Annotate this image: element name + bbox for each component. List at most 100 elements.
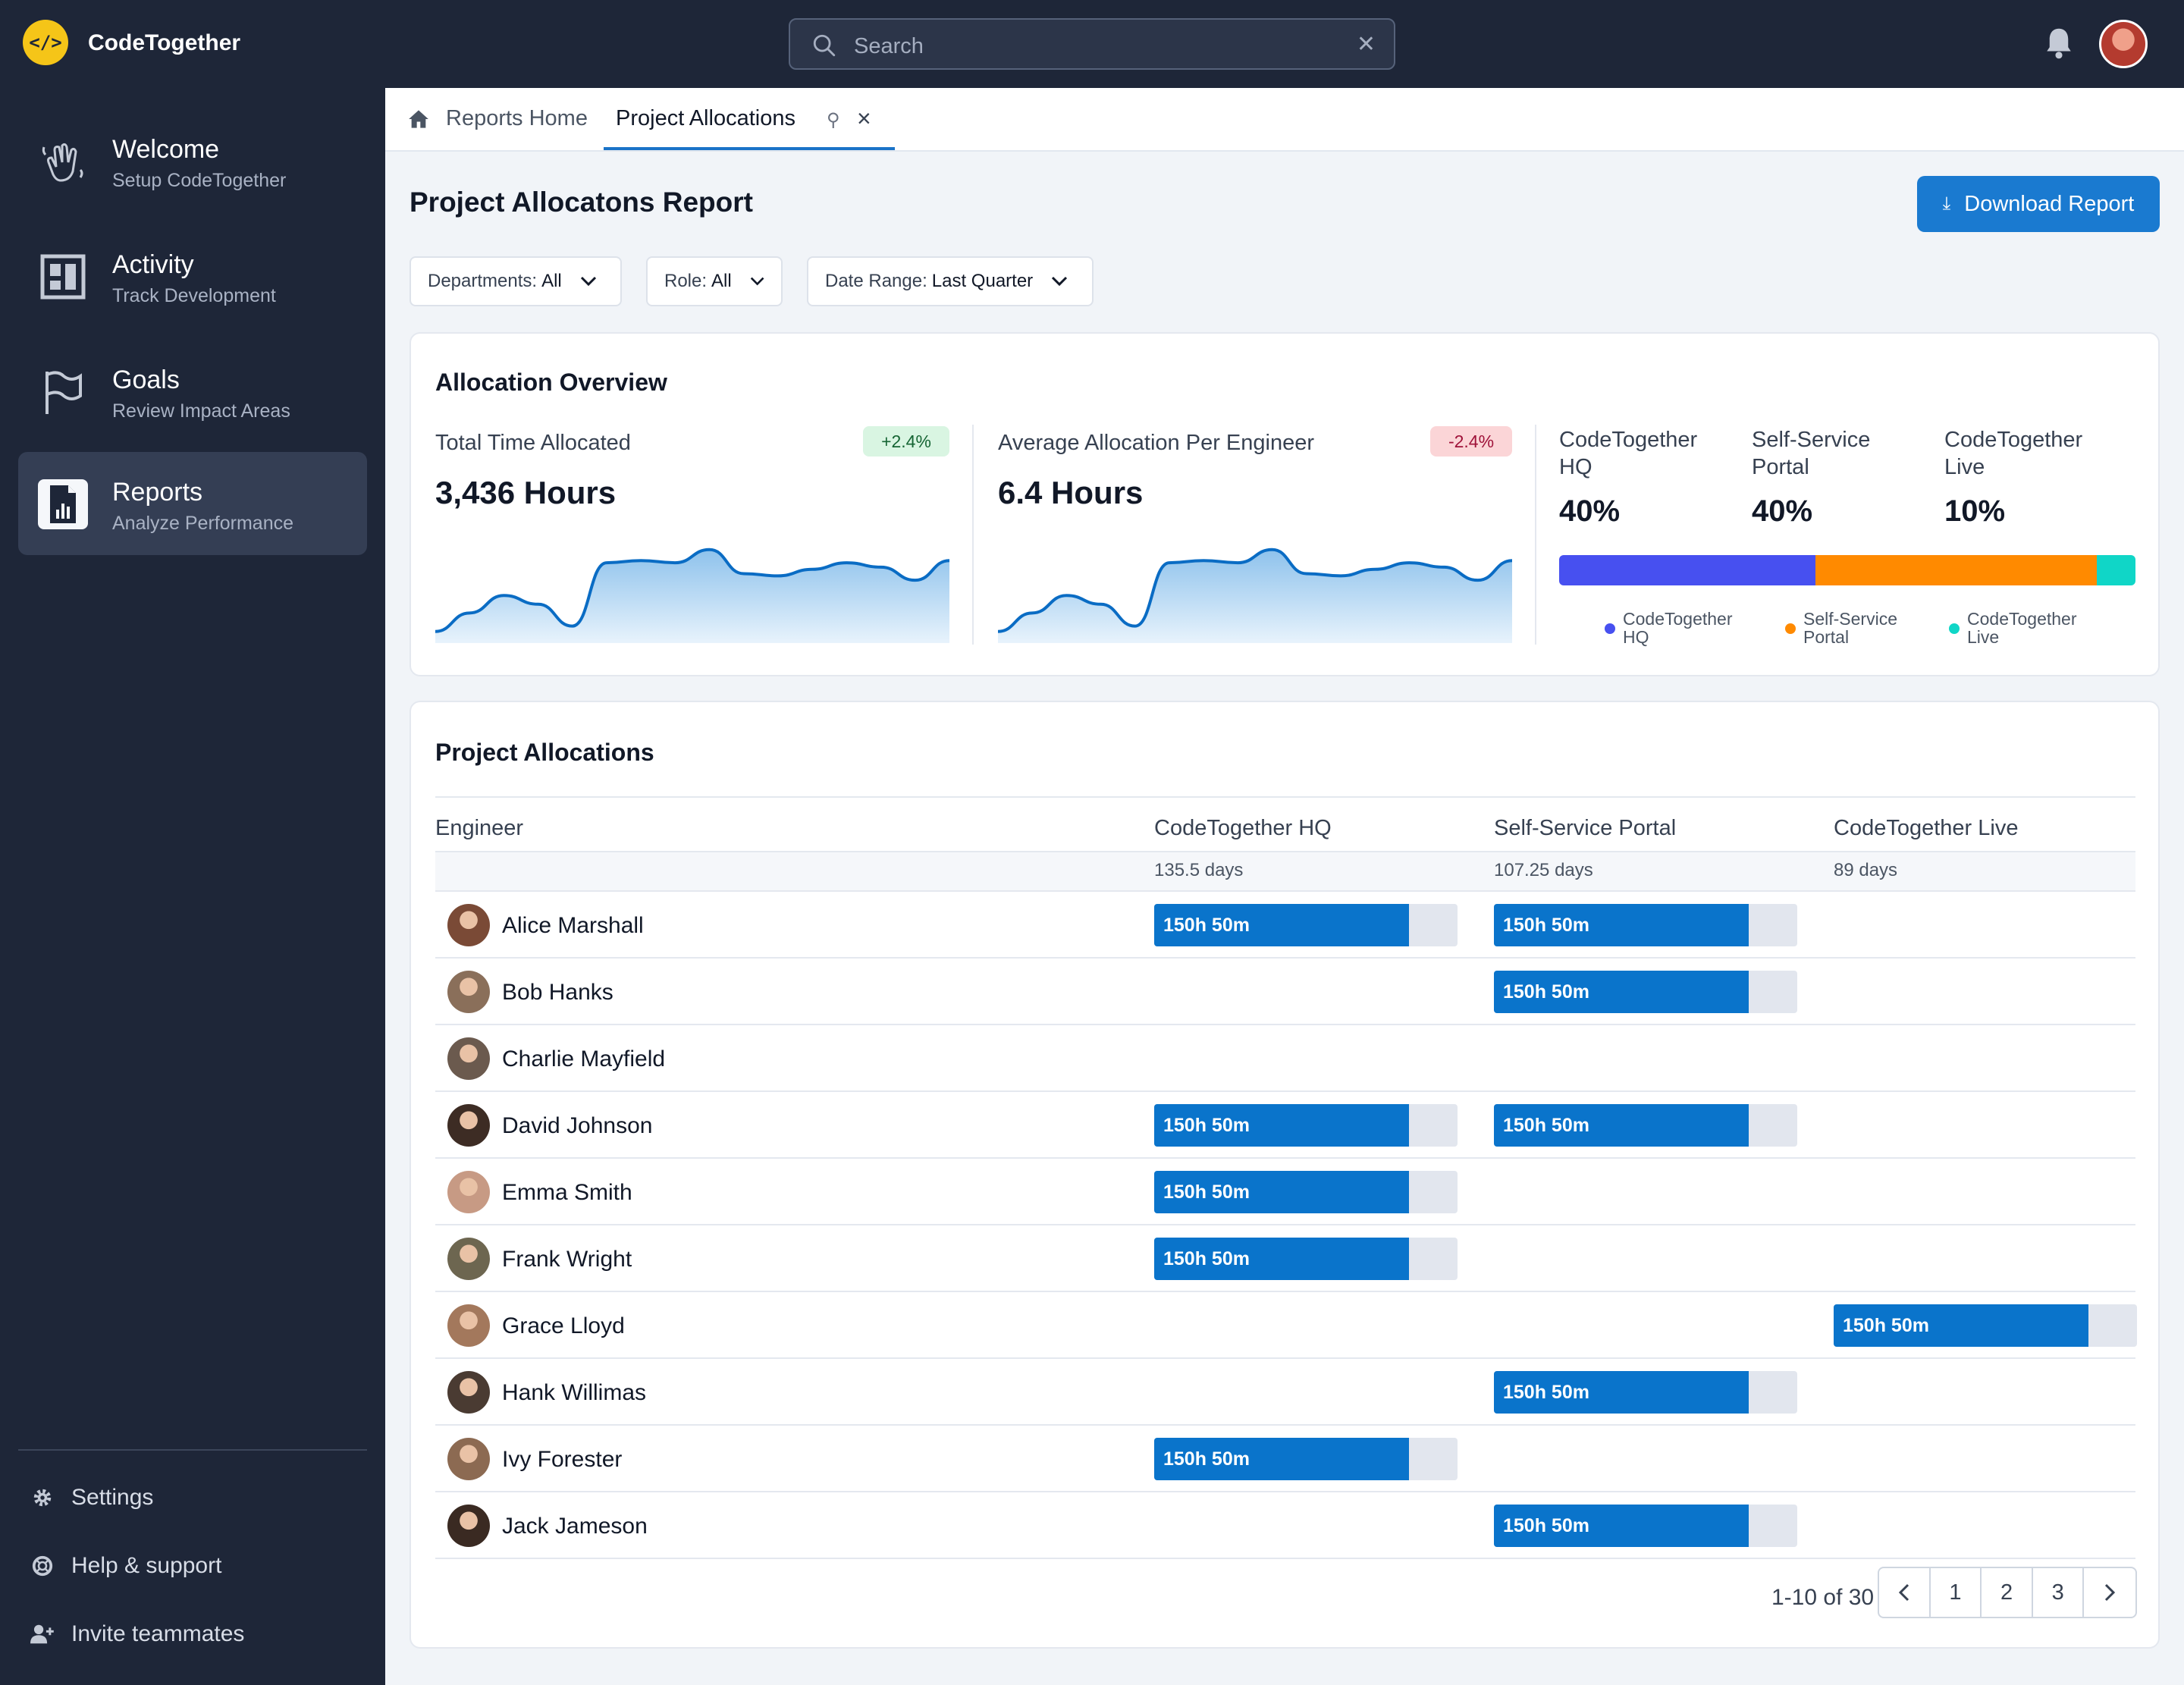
split-name-line: Self-Service: [1752, 428, 1871, 452]
user-avatar[interactable]: [2099, 20, 2148, 68]
table-row[interactable]: Charlie Mayfield: [435, 1025, 2135, 1092]
search-input[interactable]: Search: [854, 34, 924, 58]
table-row[interactable]: David Johnson 150h 50m 150h 50m: [435, 1092, 2135, 1159]
table-row[interactable]: Frank Wright 150h 50m: [435, 1225, 2135, 1292]
legend-dot-hq: [1605, 623, 1615, 634]
engineer-name: Jack Jameson: [502, 1514, 648, 1539]
app-name: CodeTogether: [88, 30, 241, 55]
allocation-bar-hq[interactable]: 150h 50m: [1154, 904, 1458, 946]
settings-link[interactable]: Settings: [29, 1479, 153, 1517]
allocation-bar-fill: [1154, 904, 1409, 946]
allocation-bar-hq[interactable]: 150h 50m: [1154, 1438, 1458, 1480]
add-user-icon: [29, 1621, 56, 1648]
table-row[interactable]: Emma Smith 150h 50m: [435, 1159, 2135, 1225]
allocation-bar-fill: [1494, 971, 1749, 1013]
table-row[interactable]: Hank Willimas 150h 50m: [435, 1359, 2135, 1426]
sidebar-item-title: Reports: [112, 478, 203, 507]
lifebuoy-icon: [29, 1552, 56, 1580]
allocation-bar-hq[interactable]: 150h 50m: [1154, 1238, 1458, 1280]
filter-value: All: [711, 271, 732, 291]
allocation-bar-portal[interactable]: 150h 50m: [1494, 971, 1797, 1013]
codetogether-logo[interactable]: </>: [23, 20, 68, 65]
help-link[interactable]: Help & support: [29, 1547, 221, 1585]
date-range-filter[interactable]: Date Range: Last Quarter: [807, 256, 1094, 306]
allocation-bar-live[interactable]: 150h 50m: [1834, 1304, 2137, 1347]
invite-link[interactable]: Invite teammates: [29, 1615, 244, 1653]
help-label: Help & support: [71, 1553, 222, 1578]
column-header-hq[interactable]: CodeTogether HQ: [1154, 816, 1332, 840]
pin-icon[interactable]: ⚲: [827, 110, 840, 130]
tab-project-allocations[interactable]: Project Allocations: [616, 106, 795, 130]
column-header-portal[interactable]: Self-Service Portal: [1494, 816, 1677, 840]
total-time-label: Total Time Allocated: [435, 431, 631, 455]
legend-item-portal: Self-Service Portal: [1803, 610, 1897, 646]
page-1-button[interactable]: 1: [1931, 1568, 1982, 1617]
allocation-bar-label: 150h 50m: [1163, 915, 1250, 936]
sidebar-item-title: Goals: [112, 366, 180, 394]
split-name-line: Portal: [1752, 455, 1809, 479]
search-box[interactable]: Search ✕: [789, 18, 1395, 70]
close-tab-icon[interactable]: ×: [857, 105, 871, 132]
legend-line: HQ: [1623, 627, 1649, 647]
allocation-bar-hq[interactable]: 150h 50m: [1154, 1171, 1458, 1213]
allocation-bar-portal[interactable]: 150h 50m: [1494, 1104, 1797, 1147]
role-filter[interactable]: Role: All: [646, 256, 783, 306]
allocation-bar-portal[interactable]: 150h 50m: [1494, 1371, 1797, 1414]
split-value-hq: 40%: [1559, 494, 1621, 528]
split-name-live: CodeTogether Live: [1944, 426, 2082, 481]
sidebar-item-subtitle: Analyze Performance: [112, 513, 294, 534]
search-icon: [813, 34, 836, 57]
tab-reports-home[interactable]: Reports Home: [446, 106, 588, 130]
sidebar-item-title: Activity: [112, 250, 194, 279]
engineer-name: Bob Hanks: [502, 980, 613, 1005]
table-row[interactable]: Ivy Forester 150h 50m: [435, 1426, 2135, 1492]
table-row[interactable]: Alice Marshall 150h 50m 150h 50m: [435, 892, 2135, 959]
clear-search-icon[interactable]: ✕: [1356, 32, 1376, 57]
allocation-bar-fill: [1494, 1505, 1749, 1547]
split-value-live: 10%: [1944, 494, 2006, 528]
sidebar-item-goals[interactable]: Goals Review Impact Areas: [18, 340, 367, 443]
column-header-live[interactable]: CodeTogether Live: [1834, 816, 2019, 840]
next-page-button[interactable]: [2084, 1568, 2135, 1617]
filter-label: Role:: [664, 271, 708, 291]
allocation-bar-hq[interactable]: 150h 50m: [1154, 1104, 1458, 1147]
allocation-bar-fill: [1154, 1238, 1409, 1280]
page-2-button[interactable]: 2: [1982, 1568, 2033, 1617]
previous-page-button[interactable]: [1879, 1568, 1931, 1617]
sidebar-item-welcome[interactable]: Welcome Setup CodeTogether: [18, 109, 367, 212]
allocation-bar-portal[interactable]: 150h 50m: [1494, 1505, 1797, 1547]
departments-filter[interactable]: Departments: All: [410, 256, 622, 306]
gear-icon: [29, 1484, 56, 1511]
sidebar: Welcome Setup CodeTogether Activity Trac…: [0, 88, 385, 1685]
allocation-bar-fill: [1154, 1438, 1409, 1480]
total-time-sparkline: [435, 548, 949, 643]
download-report-button[interactable]: ⤓ Download Report: [1917, 176, 2160, 232]
sidebar-item-subtitle: Track Development: [112, 285, 276, 306]
page-3-button[interactable]: 3: [2033, 1568, 2085, 1617]
table-row[interactable]: Grace Lloyd 150h 50m: [435, 1292, 2137, 1359]
allocation-bar-fill: [1834, 1304, 2088, 1347]
home-icon[interactable]: [408, 109, 429, 129]
allocation-bar-fill: [1494, 1371, 1749, 1414]
engineer-name: Alice Marshall: [502, 913, 644, 938]
table-row[interactable]: Bob Hanks 150h 50m: [435, 959, 2135, 1025]
notification-bell-icon[interactable]: [2043, 26, 2075, 61]
flag-icon: [46, 371, 82, 414]
filter-value: All: [541, 271, 562, 291]
totals-row: [435, 851, 2135, 890]
allocation-bar-portal[interactable]: 150h 50m: [1494, 904, 1797, 946]
average-allocation-label: Average Allocation Per Engineer: [998, 431, 1315, 455]
column-header-engineer[interactable]: Engineer: [435, 816, 524, 840]
engineer-avatar: [447, 971, 490, 1013]
sidebar-item-reports[interactable]: Reports Analyze Performance: [18, 452, 367, 555]
split-segment-2: [2097, 555, 2135, 585]
average-allocation-sparkline: [998, 548, 1512, 643]
allocation-bar-label: 150h 50m: [1503, 1515, 1589, 1536]
logo-glyph: </>: [29, 32, 62, 53]
sidebar-item-activity[interactable]: Activity Track Development: [18, 224, 367, 328]
legend-dot-live: [1949, 623, 1960, 634]
table-row[interactable]: Jack Jameson 150h 50m: [435, 1492, 2135, 1559]
engineer-name: Charlie Mayfield: [502, 1046, 666, 1072]
total-time-value: 3,436 Hours: [435, 475, 617, 510]
sidebar-item-subtitle: Review Impact Areas: [112, 400, 290, 422]
